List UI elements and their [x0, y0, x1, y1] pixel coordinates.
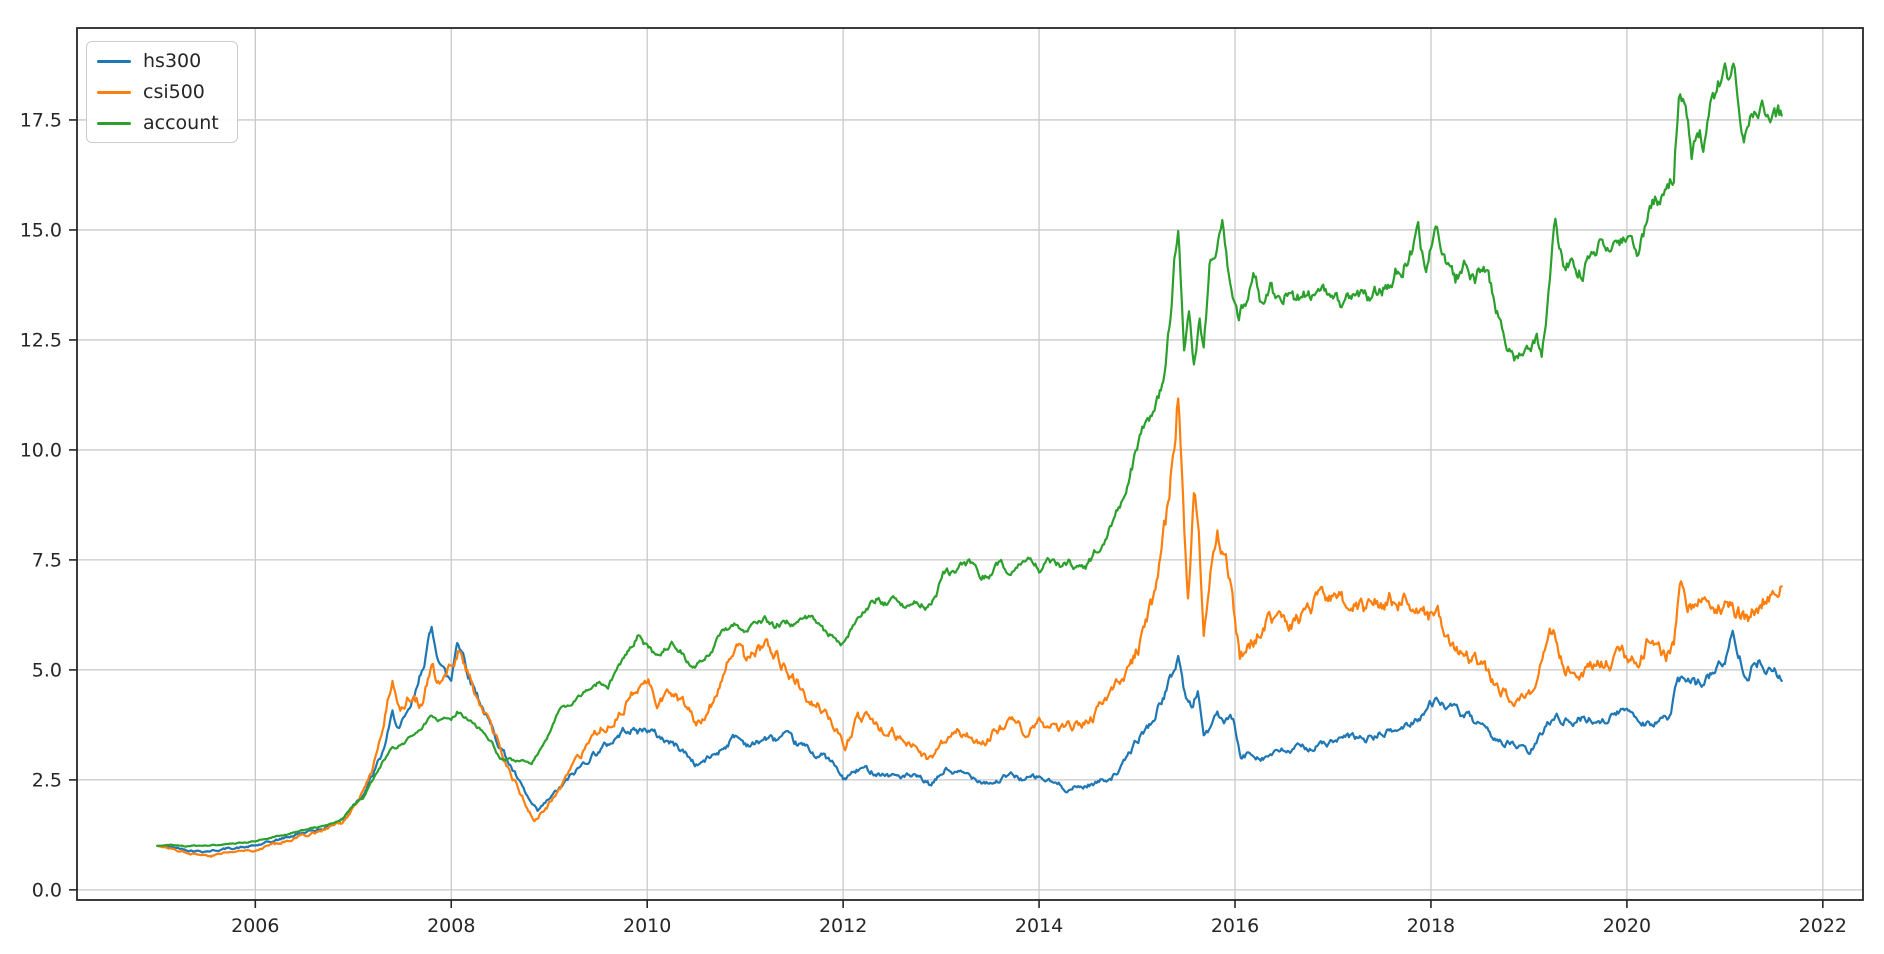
y-tick-label: 7.5 — [32, 549, 62, 571]
series-line-hs300 — [156, 625, 1783, 854]
x-tick-label: 2022 — [1799, 915, 1847, 937]
x-tick-label: 2020 — [1603, 915, 1651, 937]
y-tick-label: 15.0 — [20, 219, 62, 241]
tick-labels: 2006 2008 2010 2012 2014 2016 2018 2020 2022 0.0 2… — [20, 109, 1847, 937]
y-tick-label: 5.0 — [32, 659, 62, 681]
y-tick-label: 10.0 — [20, 439, 62, 461]
axes-spines — [76, 27, 1864, 901]
y-tick-label: 0.0 — [32, 879, 62, 901]
series-line-account — [156, 62, 1783, 848]
legend: hs300 csi500 account — [86, 41, 238, 143]
legend-label-hs300: hs300 — [143, 50, 202, 72]
legend-label-csi500: csi500 — [143, 81, 205, 103]
y-tick-label: 17.5 — [20, 109, 62, 131]
x-tick-label: 2014 — [1015, 915, 1063, 937]
csi500-line-swatch — [97, 90, 131, 94]
x-tick-label: 2010 — [623, 915, 671, 937]
y-tick-label: 12.5 — [20, 329, 62, 351]
x-tick-label: 2006 — [231, 915, 279, 937]
account-line-swatch — [97, 121, 131, 125]
legend-item-hs300: hs300 — [97, 50, 227, 72]
legend-item-csi500: csi500 — [97, 81, 227, 103]
series-line-csi500 — [156, 397, 1783, 858]
x-tick-label: 2018 — [1407, 915, 1455, 937]
x-tick-label: 2012 — [819, 915, 867, 937]
legend-label-account: account — [143, 112, 219, 134]
x-tick-label: 2016 — [1211, 915, 1259, 937]
y-tick-label: 2.5 — [32, 769, 62, 791]
gridlines — [77, 28, 1863, 900]
legend-item-account: account — [97, 112, 227, 134]
hs300-line-swatch — [97, 59, 131, 63]
tick-marks — [69, 119, 1824, 908]
x-tick-label: 2008 — [427, 915, 475, 937]
